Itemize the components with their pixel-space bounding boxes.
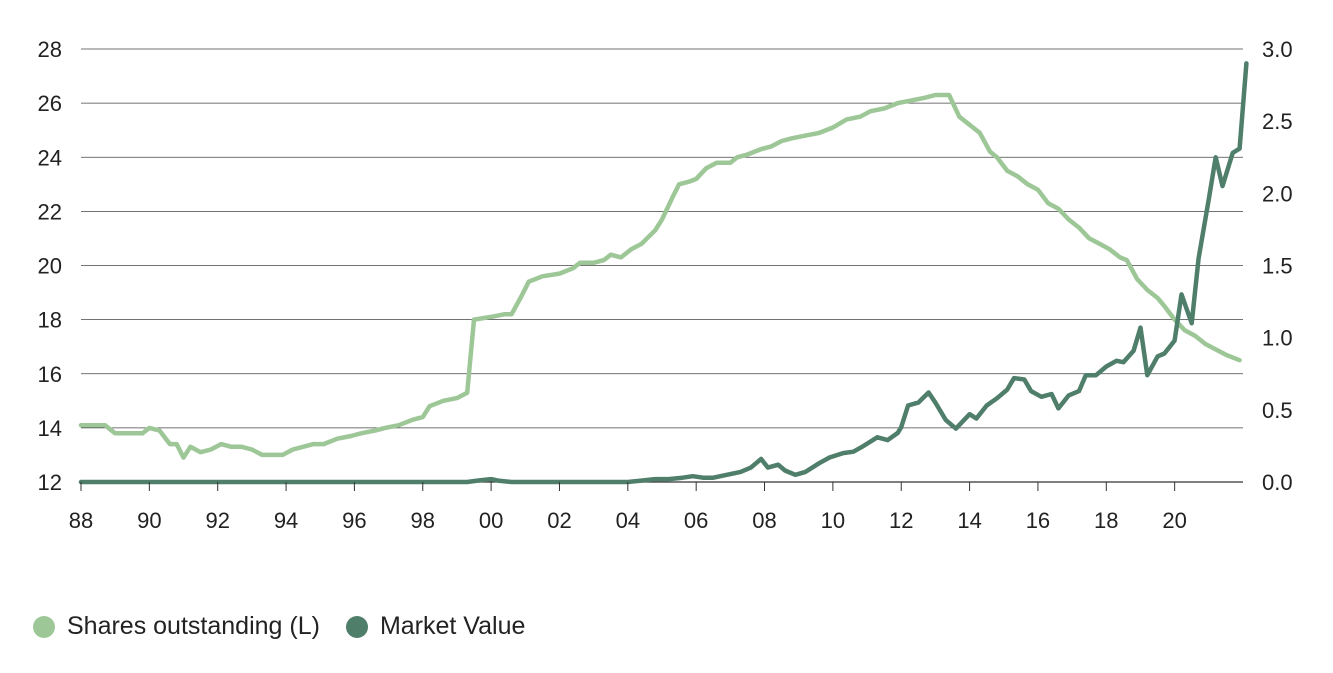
x-tick-label: 12	[889, 508, 913, 533]
x-tick-label: 14	[957, 508, 981, 533]
x-tick-label: 96	[342, 508, 366, 533]
x-tick-label: 16	[1026, 508, 1050, 533]
left-tick-label: 18	[38, 308, 62, 333]
legend-marker-shares	[33, 615, 55, 638]
left-tick-label: 22	[38, 199, 62, 224]
left-tick-label: 16	[38, 362, 62, 387]
left-tick-label: 28	[38, 37, 62, 62]
market-value-line	[78, 61, 1249, 485]
chart-legend: Shares outstanding (L) Market Value	[33, 612, 551, 641]
left-tick-label: 20	[38, 254, 62, 279]
right-tick-label: 1.5	[1262, 254, 1293, 279]
x-tick-label: 18	[1094, 508, 1118, 533]
x-tick-label: 06	[684, 508, 708, 533]
x-tick-label: 10	[821, 508, 845, 533]
right-tick-label: 1.0	[1262, 326, 1293, 351]
left-tick-label: 14	[38, 416, 62, 441]
right-tick-label: 3.0	[1262, 37, 1293, 62]
left-tick-label: 12	[38, 470, 62, 495]
legend-item-market-value: Market Value	[345, 612, 526, 641]
x-tick-label: 98	[411, 508, 435, 533]
right-tick-label: 2.0	[1262, 181, 1293, 206]
legend-label-shares: Shares outstanding (L)	[67, 612, 320, 640]
legend-item-shares: Shares outstanding (L)	[33, 612, 320, 641]
x-tick-label: 08	[752, 508, 776, 533]
x-tick-label: 04	[616, 508, 640, 533]
x-tick-label: 20	[1162, 508, 1186, 533]
right-tick-label: 0.0	[1262, 470, 1293, 495]
right-tick-label: 2.5	[1262, 109, 1293, 134]
gridlines	[81, 48, 1243, 483]
legend-label-market-value: Market Value	[379, 612, 526, 640]
series-lines	[78, 61, 1249, 485]
left-tick-label: 26	[38, 91, 62, 116]
x-tick-label: 00	[479, 508, 503, 533]
shares-outstanding-line	[78, 92, 1242, 460]
x-tick-label: 92	[205, 508, 229, 533]
left-tick-label: 24	[38, 145, 62, 170]
x-tick-label: 94	[274, 508, 298, 533]
legend-marker-market-value	[345, 615, 368, 638]
axis-ticks: 12 14 16 18 20 22 24 26 28 0.0 0.5 1.0 1.5 2.0 2.5 3.0 8…	[38, 37, 1293, 533]
right-tick-label: 0.5	[1262, 398, 1293, 423]
x-tick-label: 90	[137, 508, 161, 533]
x-tick-label: 88	[69, 508, 93, 533]
x-tick-label: 02	[547, 508, 571, 533]
